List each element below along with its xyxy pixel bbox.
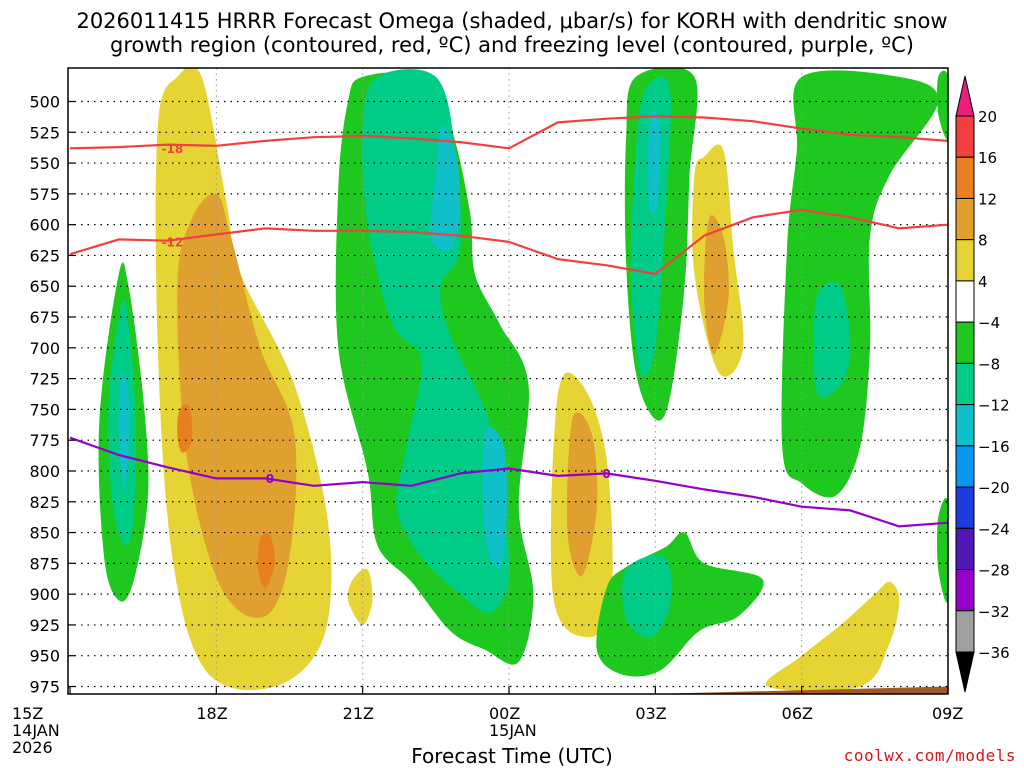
- colorbar: 20 16 12 8 4 −4 −8 −12 −16 −20 −24 −28 −32 −36: [955, 75, 1010, 693]
- xtick-label-0-2: 2026: [12, 738, 53, 757]
- omega-shaded-regions: [98, 68, 948, 692]
- colorbar-label-7: −12: [978, 397, 1010, 415]
- xtick-label-5-0: 06Z: [782, 704, 813, 723]
- colorbar-label-9: −20: [978, 479, 1010, 497]
- colorbar-swatch-13: [955, 610, 975, 653]
- colorbar-swatch-12: [955, 569, 975, 612]
- ytick-label-975: 975: [29, 678, 60, 697]
- colorbar-label-4: 4: [978, 273, 988, 291]
- colorbar-label-1: 16: [978, 149, 997, 167]
- ytick-label-900: 900: [29, 585, 60, 604]
- x-axis-title: Forecast Time (UTC): [411, 744, 613, 768]
- colorbar-label-6: −8: [978, 355, 1000, 373]
- chart-title-line-2: growth region (contoured, red, ºC) and f…: [110, 33, 914, 57]
- xtick-label-6-0: 09Z: [932, 704, 963, 723]
- omega-region-15: [937, 70, 948, 140]
- colorbar-swatch-8: [955, 404, 975, 447]
- colorbar-swatch-4: [955, 239, 975, 282]
- contour-line--18: [69, 115, 948, 150]
- colorbar-swatch-10: [955, 486, 975, 529]
- source-credit[interactable]: coolwx.com/models: [843, 746, 1016, 765]
- contour-line--12: [69, 208, 948, 275]
- colorbar-label-13: −36: [978, 644, 1010, 662]
- ytick-label-525: 525: [29, 123, 60, 142]
- ytick-label-850: 850: [29, 524, 60, 543]
- contour-label-0-0: 0: [266, 472, 274, 486]
- xtick-label-0-1: 14JAN: [12, 721, 60, 740]
- ytick-label-950: 950: [29, 647, 60, 666]
- omega-region-23: [482, 427, 508, 570]
- omega-region-20: [813, 281, 851, 398]
- terrain-layer: [68, 686, 948, 694]
- colorbar-label-10: −24: [978, 520, 1010, 538]
- ytick-label-700: 700: [29, 339, 60, 358]
- ytick-label-800: 800: [29, 462, 60, 481]
- ytick-label-600: 600: [29, 216, 60, 235]
- colorbar-swatch-2: [955, 156, 975, 199]
- colorbar-label-0: 20: [978, 108, 997, 126]
- xtick-label-2-0: 21Z: [343, 704, 374, 723]
- ytick-label-775: 775: [29, 431, 60, 450]
- colorbar-swatch-6: [955, 321, 975, 364]
- ytick-label-625: 625: [29, 246, 60, 265]
- ytick-label-925: 925: [29, 616, 60, 635]
- contour-line-0: [69, 436, 948, 528]
- colorbar-swatch-3: [955, 197, 975, 241]
- omega-region-7: [566, 412, 598, 577]
- contour-label-0-1: 0: [602, 467, 610, 481]
- colorbar-swatch-1: [955, 115, 975, 158]
- xtick-label-4-0: 03Z: [635, 704, 666, 723]
- omega-region-19: [630, 76, 671, 378]
- colorbar-swatch-11: [955, 527, 975, 571]
- ytick-label-750: 750: [29, 400, 60, 419]
- xtick-label-0-0: 15Z: [12, 704, 43, 723]
- ytick-label-550: 550: [29, 154, 60, 173]
- xtick-label-3-0: 00Z: [489, 704, 520, 723]
- omega-region-22: [430, 125, 461, 251]
- colorbar-label-11: −28: [978, 562, 1010, 580]
- ytick-label-650: 650: [29, 277, 60, 296]
- terrain-ground: [68, 686, 948, 694]
- contour-labels: -18 -12 0 0: [162, 142, 611, 486]
- colorbar-label-12: −32: [978, 603, 1010, 621]
- omega-region-3: [347, 568, 373, 625]
- colorbar-swatch-bottom: [955, 651, 975, 693]
- colorbar-swatch-7: [955, 362, 975, 406]
- omega-region-9: [257, 532, 276, 589]
- contour-label--12-0: -12: [162, 235, 184, 249]
- colorbar-label-2: 12: [978, 190, 997, 208]
- ytick-label-500: 500: [29, 93, 60, 112]
- colorbar-label-8: −16: [978, 438, 1010, 456]
- ytick-label-575: 575: [29, 185, 60, 204]
- omega-region-8: [177, 404, 193, 453]
- colorbar-swatch-top: [955, 75, 975, 117]
- colorbar-label-3: 8: [978, 232, 988, 250]
- ytick-label-675: 675: [29, 308, 60, 327]
- plot-frame: [67, 67, 949, 695]
- omega-region-5: [177, 193, 297, 618]
- y-axis: 500 525 550 575 600 625 650 675 700 725 750 775 800 8…: [29, 93, 75, 697]
- omega-region-6: [703, 215, 729, 354]
- ytick-label-825: 825: [29, 493, 60, 512]
- omega-region-17: [362, 69, 510, 613]
- temperature-contours: [69, 115, 948, 528]
- omega-region-4: [765, 581, 900, 692]
- chart-title-line-1: 2026011415 HRRR Forecast Omega (shaded, …: [76, 9, 948, 33]
- xtick-label-1-0: 18Z: [196, 704, 227, 723]
- colorbar-swatch-5: [955, 280, 975, 323]
- ytick-label-875: 875: [29, 554, 60, 573]
- xtick-label-3-1: 15JAN: [489, 721, 537, 740]
- contour-label--18-0: -18: [162, 142, 184, 156]
- omega-region-21: [622, 555, 672, 638]
- ytick-label-725: 725: [29, 370, 60, 389]
- colorbar-label-5: −4: [978, 314, 1000, 332]
- colorbar-swatch-9: [955, 445, 975, 488]
